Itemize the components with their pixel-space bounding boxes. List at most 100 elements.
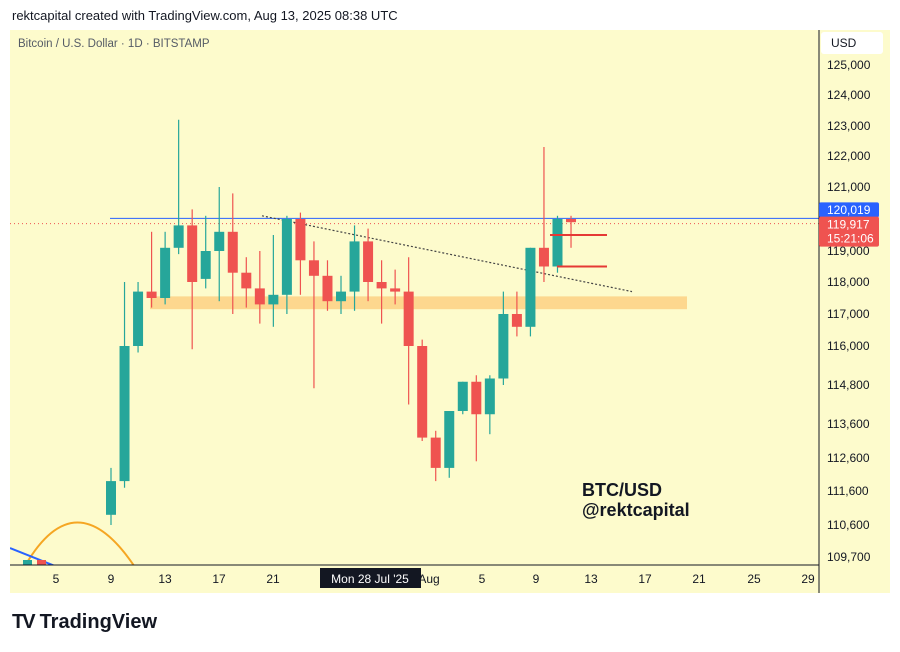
countdown-label: 15:21:06 — [827, 232, 874, 246]
candle-body — [444, 411, 455, 468]
candle-body — [322, 275, 333, 302]
time-axis-label: 17 — [638, 572, 652, 586]
candle — [322, 260, 333, 311]
candle — [106, 467, 116, 525]
price-axis-label: 111,600 — [827, 484, 869, 498]
older-candle — [37, 560, 46, 565]
candle-body — [538, 247, 549, 267]
candle — [525, 247, 536, 337]
time-axis-label: 5 — [53, 572, 60, 586]
time-axis-label: 13 — [584, 572, 598, 586]
time-axis-label: 17 — [212, 572, 226, 586]
candle-body — [133, 291, 144, 346]
candle — [471, 375, 482, 462]
tradingview-logo[interactable]: TV TradingView — [12, 611, 157, 634]
price-axis-label: 117,000 — [827, 307, 870, 321]
chart-area[interactable] — [10, 30, 890, 593]
candle — [511, 291, 522, 337]
price-axis-label: 125,000 — [827, 58, 871, 72]
candle — [295, 212, 306, 295]
candle — [160, 231, 171, 305]
chart-attribution: rektcapital created with TradingView.com… — [12, 8, 398, 23]
price-axis-label: 110,600 — [827, 518, 870, 532]
candle — [241, 257, 252, 308]
candle-body — [403, 291, 414, 346]
price-axis-label: 124,000 — [827, 88, 871, 102]
candle-body — [552, 219, 563, 267]
crosshair-date-label: Mon 28 Jul '25 — [331, 572, 409, 586]
older-candle — [23, 560, 32, 565]
candle-body — [471, 381, 482, 415]
watermark-pair: BTC/USD — [582, 480, 662, 500]
time-axis-label: 21 — [266, 572, 280, 586]
time-axis-label: 25 — [747, 572, 761, 586]
candle-body — [349, 241, 360, 292]
price-axis-label: 121,000 — [827, 180, 871, 194]
candle — [430, 430, 441, 482]
price-axis-label: 118,000 — [827, 275, 870, 289]
candle-body — [336, 291, 347, 302]
candle — [336, 275, 347, 314]
price-axis-label: 116,000 — [827, 339, 870, 353]
candle-body — [254, 288, 265, 305]
candle-body — [363, 241, 374, 282]
candle — [363, 228, 374, 302]
price-axis-label: 114,800 — [827, 378, 870, 392]
plot-layer — [10, 119, 819, 565]
price-axis-label: 109,700 — [827, 550, 871, 564]
candle-body — [119, 346, 130, 482]
candle-body — [308, 260, 319, 276]
candle-body — [241, 272, 252, 289]
current-price-label: 119,917 — [827, 218, 870, 232]
price-axis-label: 119,000 — [827, 244, 870, 258]
candle — [444, 411, 455, 478]
candle-body — [146, 291, 157, 298]
candle — [376, 260, 387, 324]
candle-body — [227, 231, 238, 273]
candle — [200, 215, 211, 289]
candle-body — [511, 314, 522, 327]
candle-body — [566, 219, 577, 223]
candle-body — [376, 282, 387, 289]
candle — [457, 381, 468, 415]
candle — [552, 215, 563, 273]
time-axis-label: 29 — [801, 572, 815, 586]
crosshair-date-tag — [320, 568, 421, 588]
level-price-label: 120,019 — [827, 203, 871, 217]
candle — [187, 209, 198, 350]
candle-body — [187, 225, 198, 282]
candle — [308, 241, 319, 389]
candle — [133, 282, 144, 353]
candle — [119, 282, 130, 488]
candle-body — [498, 314, 509, 379]
candle — [281, 215, 292, 314]
candle-body — [457, 381, 468, 411]
candle-body — [106, 481, 116, 515]
candle — [146, 231, 157, 308]
candle-body — [268, 294, 279, 305]
support-zone — [150, 296, 687, 310]
tradingview-brand-text: TradingView — [39, 611, 158, 633]
candle-body — [525, 247, 536, 327]
candle — [254, 251, 265, 324]
level-price-tag — [819, 202, 879, 218]
time-axis-label: 21 — [692, 572, 706, 586]
candle-body — [214, 231, 225, 251]
price-axis-label: 112,600 — [827, 451, 870, 465]
price-axis-label: 123,000 — [827, 119, 871, 133]
candle-body — [484, 378, 495, 415]
price-axis-label: 113,600 — [827, 417, 870, 431]
candle-body — [173, 225, 184, 248]
watermark-author: @rektcapital — [582, 500, 690, 520]
candle — [349, 225, 360, 311]
time-axis-label: 9 — [533, 572, 540, 586]
symbol-title: Bitcoin / U.S. Dollar · 1D · BITSTAMP — [18, 38, 210, 50]
currency-button[interactable]: USD — [821, 32, 883, 54]
candle-body — [390, 288, 401, 292]
chart-watermark: BTC/USD @rektcapital — [582, 480, 690, 520]
candle-body — [281, 219, 292, 295]
time-axis-label: 5 — [479, 572, 486, 586]
candle — [566, 215, 577, 248]
price-axis-label: 122,000 — [827, 149, 871, 163]
